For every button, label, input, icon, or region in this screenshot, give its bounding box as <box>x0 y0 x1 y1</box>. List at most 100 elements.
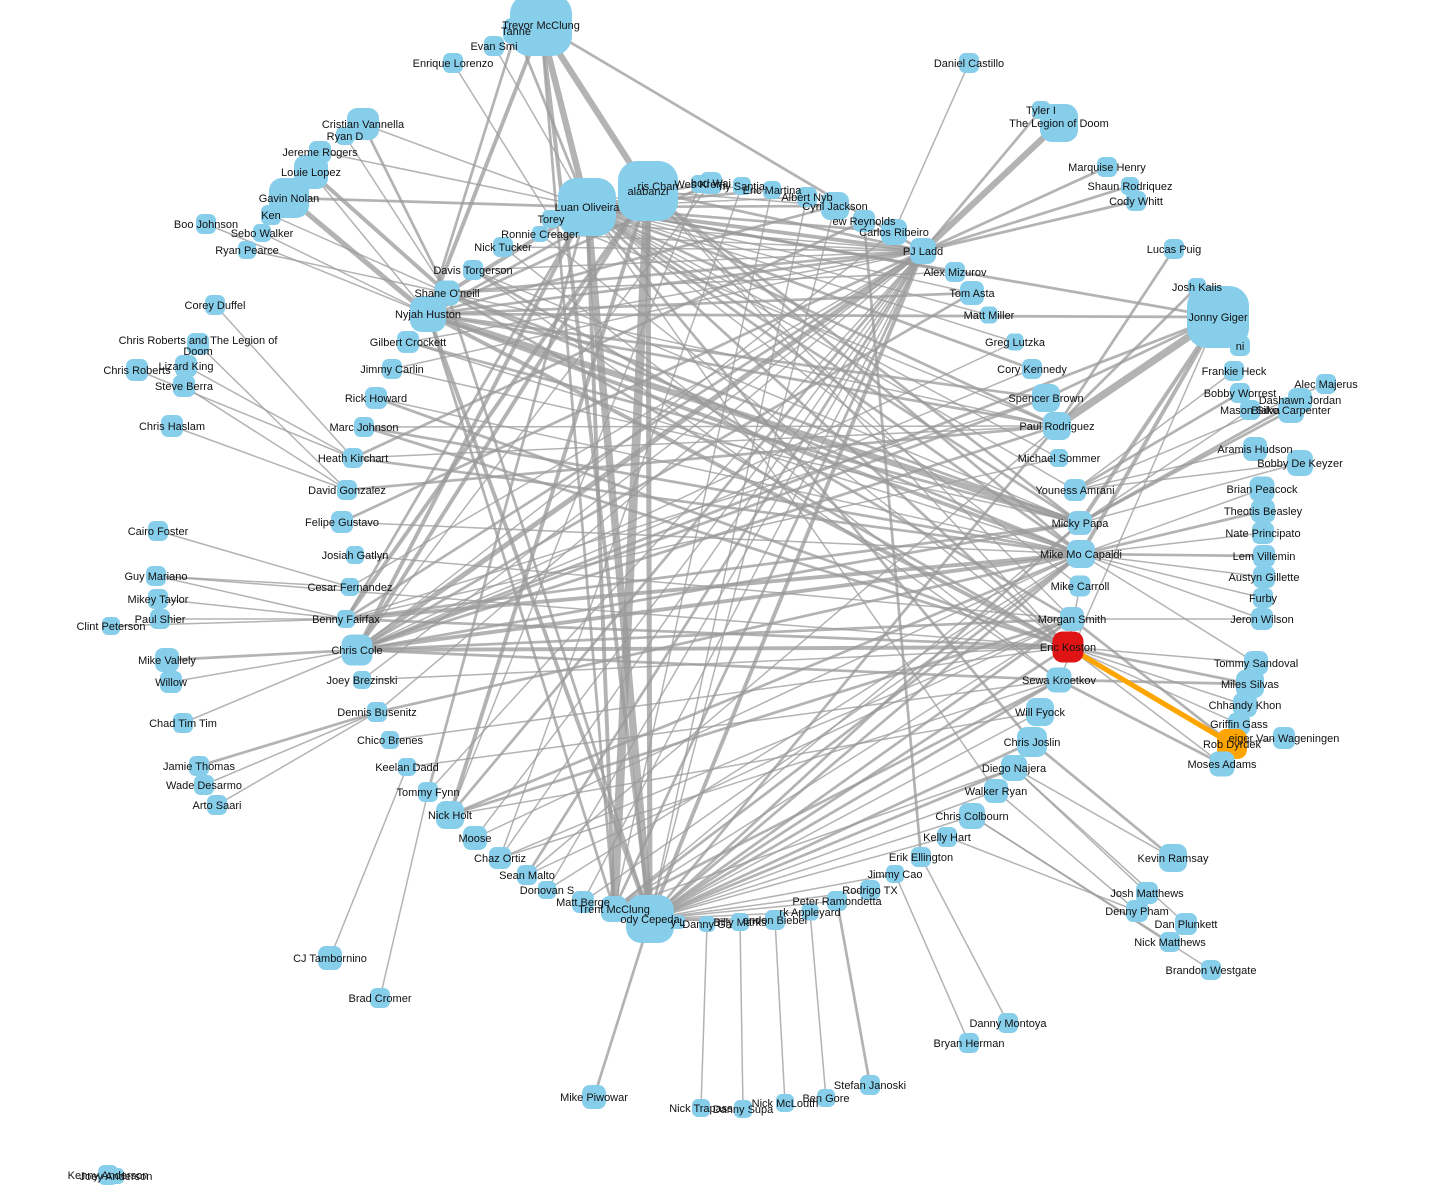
node-stefan-janoski[interactable] <box>860 1075 880 1095</box>
node-mason-silva[interactable] <box>1240 400 1260 420</box>
node-bobby-de-keyzer[interactable] <box>1287 450 1313 476</box>
node-moose[interactable] <box>463 826 487 850</box>
node-walker-ryan[interactable] <box>984 779 1008 803</box>
node-chris-joslin[interactable] <box>1017 727 1047 757</box>
node-mike-carroll[interactable] <box>1069 575 1091 597</box>
node-y-l[interactable] <box>671 915 685 929</box>
node-cristian-vannella[interactable] <box>347 108 379 140</box>
node-steve-berra[interactable] <box>173 375 195 397</box>
node-nick-mclouth[interactable] <box>776 1094 794 1112</box>
node-chris-roberts-and-the-legion-of-doom[interactable] <box>187 333 209 355</box>
node-felipe-gustavo[interactable] <box>331 511 353 533</box>
node-clint-peterson[interactable] <box>102 617 120 635</box>
node-moses-adams[interactable] <box>1209 751 1235 777</box>
node-tommy-fynn[interactable] <box>418 782 438 802</box>
node-chaz-ortiz[interactable] <box>489 847 511 869</box>
node-danny-ga[interactable] <box>699 916 715 932</box>
node-chhandy-khon[interactable] <box>1233 693 1257 717</box>
node-matt-miller[interactable] <box>980 306 998 324</box>
node-chris-haslam[interactable] <box>161 415 183 437</box>
node-shaun-rodriquez[interactable] <box>1121 177 1139 195</box>
node-corey-duffel[interactable] <box>205 295 225 315</box>
node-matt-berge[interactable] <box>572 891 594 913</box>
node-paul-rodriguez[interactable] <box>1043 412 1071 440</box>
node-danny-montoya[interactable] <box>998 1013 1018 1033</box>
node-tanne[interactable] <box>503 18 529 44</box>
node-pj-ladd[interactable] <box>910 238 936 264</box>
node-albert-nyb[interactable] <box>797 187 817 207</box>
node-kevin-ramsay[interactable] <box>1159 844 1187 872</box>
node-chad-tim-tim[interactable] <box>173 713 193 733</box>
node-the-legion-of-doom[interactable] <box>1040 104 1078 142</box>
node-nick-tucker[interactable] <box>493 237 513 257</box>
node-tommy-sandoval[interactable] <box>1244 651 1268 675</box>
node-benny-fairfax[interactable] <box>337 610 355 628</box>
node-lem-villemin[interactable] <box>1253 545 1275 567</box>
node-miles-silvas[interactable] <box>1236 670 1264 698</box>
node-jeron-wilson[interactable] <box>1251 608 1273 630</box>
node-eiger-van-wageningen[interactable] <box>1273 727 1295 749</box>
node-austyn-gillette[interactable] <box>1253 566 1275 588</box>
node-nick-trapass[interactable] <box>692 1099 710 1117</box>
node-morgan-smith[interactable] <box>1060 607 1084 631</box>
node-hod-wai[interactable] <box>700 172 722 194</box>
node-cairo-foster[interactable] <box>148 521 168 541</box>
node-diego-najera[interactable] <box>1001 755 1027 781</box>
node-ryan-d[interactable] <box>336 127 354 145</box>
node-gilbert-crockett[interactable] <box>397 331 419 353</box>
node-theotis-beasley[interactable] <box>1251 499 1275 523</box>
node-aramis-hudson[interactable] <box>1243 437 1267 461</box>
node-frankie-heck[interactable] <box>1224 361 1244 381</box>
node-billy-marks[interactable] <box>731 913 749 931</box>
node-bobby-worrest[interactable] <box>1230 383 1250 403</box>
node-andon-biebel[interactable] <box>765 910 785 930</box>
node-nyjah-huston[interactable] <box>410 296 446 332</box>
node-furby[interactable] <box>1253 588 1273 608</box>
node-chris-colbourn[interactable] <box>959 803 985 829</box>
node-mike-vallely[interactable] <box>155 648 179 672</box>
node-trent-mcclung[interactable] <box>601 896 627 922</box>
node-ken[interactable] <box>261 205 281 225</box>
node-spencer-brown[interactable] <box>1032 384 1060 412</box>
node-boo-johnson[interactable] <box>196 214 216 234</box>
node-jimmy-carlin[interactable] <box>382 359 402 379</box>
node-rk-appleyard[interactable] <box>801 903 819 921</box>
node-lucas-puig[interactable] <box>1164 239 1184 259</box>
node-donovan-s[interactable] <box>538 881 556 899</box>
node-david-gonzalez[interactable] <box>337 480 357 500</box>
node-rodrigo-tx[interactable] <box>860 880 880 900</box>
node-cesar-fernandez[interactable] <box>341 578 359 596</box>
node-mike-piwowar[interactable] <box>582 1085 606 1109</box>
node-mikey-taylor[interactable] <box>148 589 168 609</box>
node-brandon-westgate[interactable] <box>1201 960 1221 980</box>
node-micky-papa[interactable] <box>1068 511 1092 535</box>
node-mike-mo-capaldi[interactable] <box>1067 540 1095 568</box>
node-denny-pham[interactable] <box>1126 900 1148 922</box>
node-guy-mariano[interactable] <box>146 566 166 586</box>
node-sewa-kroetkov[interactable] <box>1046 667 1072 693</box>
node-sebo-walker[interactable] <box>253 224 271 242</box>
node-jimmy-cao[interactable] <box>886 865 904 883</box>
node-rick-howard[interactable] <box>365 387 387 409</box>
node-lizard-king[interactable] <box>175 355 197 377</box>
node-ben-gore[interactable] <box>817 1089 835 1107</box>
node-torey[interactable] <box>542 210 560 228</box>
node-ew-reynolds[interactable] <box>853 210 875 232</box>
node-marc-johnson[interactable] <box>354 417 374 437</box>
node-nick-holt[interactable] <box>436 801 464 829</box>
node-nate-principato[interactable] <box>1252 522 1274 544</box>
node-blake-carpenter[interactable] <box>1278 397 1304 423</box>
node-youness-amrani[interactable] <box>1064 479 1086 501</box>
node-ronnie-creager[interactable] <box>532 226 548 242</box>
node-wade-desarmo[interactable] <box>194 775 214 795</box>
node-alec-majerus[interactable] <box>1316 374 1336 394</box>
node-bryan-herman[interactable] <box>959 1033 979 1053</box>
node-daniel-castillo[interactable] <box>959 53 979 73</box>
node-sean-malto[interactable] <box>517 865 537 885</box>
node-willow[interactable] <box>160 671 182 693</box>
node-brian-peacock[interactable] <box>1249 476 1275 502</box>
node-peter-ramondetta[interactable] <box>827 891 847 911</box>
node-cory-kennedy[interactable] <box>1022 359 1042 379</box>
node-chico-brenes[interactable] <box>381 731 399 749</box>
node-dennis-busenitz[interactable] <box>367 702 387 722</box>
